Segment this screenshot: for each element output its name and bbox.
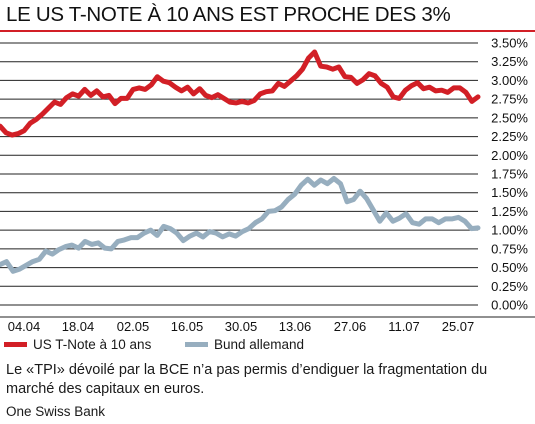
source-credit: One Swiss Bank (6, 404, 106, 419)
x-tick-label: 30.05 (225, 319, 258, 334)
legend-label-us: US T-Note à 10 ans (33, 337, 152, 352)
x-tick-label: 02.05 (117, 319, 150, 334)
y-tick-label: 1.75% (491, 167, 528, 182)
y-tick-label: 0.50% (491, 260, 528, 275)
series-line-bund (0, 176, 481, 274)
x-tick-label: 27.06 (334, 319, 367, 334)
y-tick-label: 1.00% (491, 223, 528, 238)
line-chart: 3.50% 3.25% 3.00% 2.75% 2.50% 2.25% 2.00% 1.75%… (0, 36, 535, 334)
legend-item-bund: Bund allemand (185, 337, 304, 352)
y-tick-label: 0.75% (491, 241, 528, 256)
legend-swatch-us (4, 342, 27, 347)
legend: US T-Note à 10 ans Bund allemand (4, 337, 534, 357)
series-line-us-tnote (0, 49, 481, 138)
x-tick-label: 16.05 (171, 319, 204, 334)
x-tick-label: 13.06 (279, 319, 312, 334)
y-tick-label: 0.25% (491, 279, 528, 294)
chart-title: LE US T-NOTE À 10 ANS EST PROCHE DES 3% (6, 3, 451, 26)
legend-item-us: US T-Note à 10 ans (4, 337, 151, 352)
x-tick-label: 11.07 (388, 319, 420, 334)
y-tick-label: 3.25% (491, 54, 528, 69)
y-tick-label: 2.25% (491, 129, 528, 144)
top-divider (0, 30, 535, 32)
y-tick-label: 2.50% (491, 110, 528, 125)
y-tick-label: 0.00% (491, 298, 528, 313)
y-tick-label: 1.25% (491, 204, 528, 219)
x-tick-label: 04.04 (8, 319, 41, 334)
caption: Le «TPI» dévoilé par la BCE n’a pas perm… (6, 362, 488, 397)
y-tick-label: 2.75% (491, 92, 528, 107)
y-tick-label: 1.50% (491, 185, 528, 200)
legend-label-bund: Bund allemand (214, 337, 305, 352)
y-tick-label: 2.00% (491, 148, 528, 163)
x-tick-label: 25.07 (442, 319, 475, 334)
x-tick-label: 18.04 (62, 319, 95, 334)
y-tick-label: 3.00% (491, 73, 528, 88)
legend-swatch-bund (185, 342, 208, 347)
y-tick-label: 3.50% (491, 36, 528, 51)
